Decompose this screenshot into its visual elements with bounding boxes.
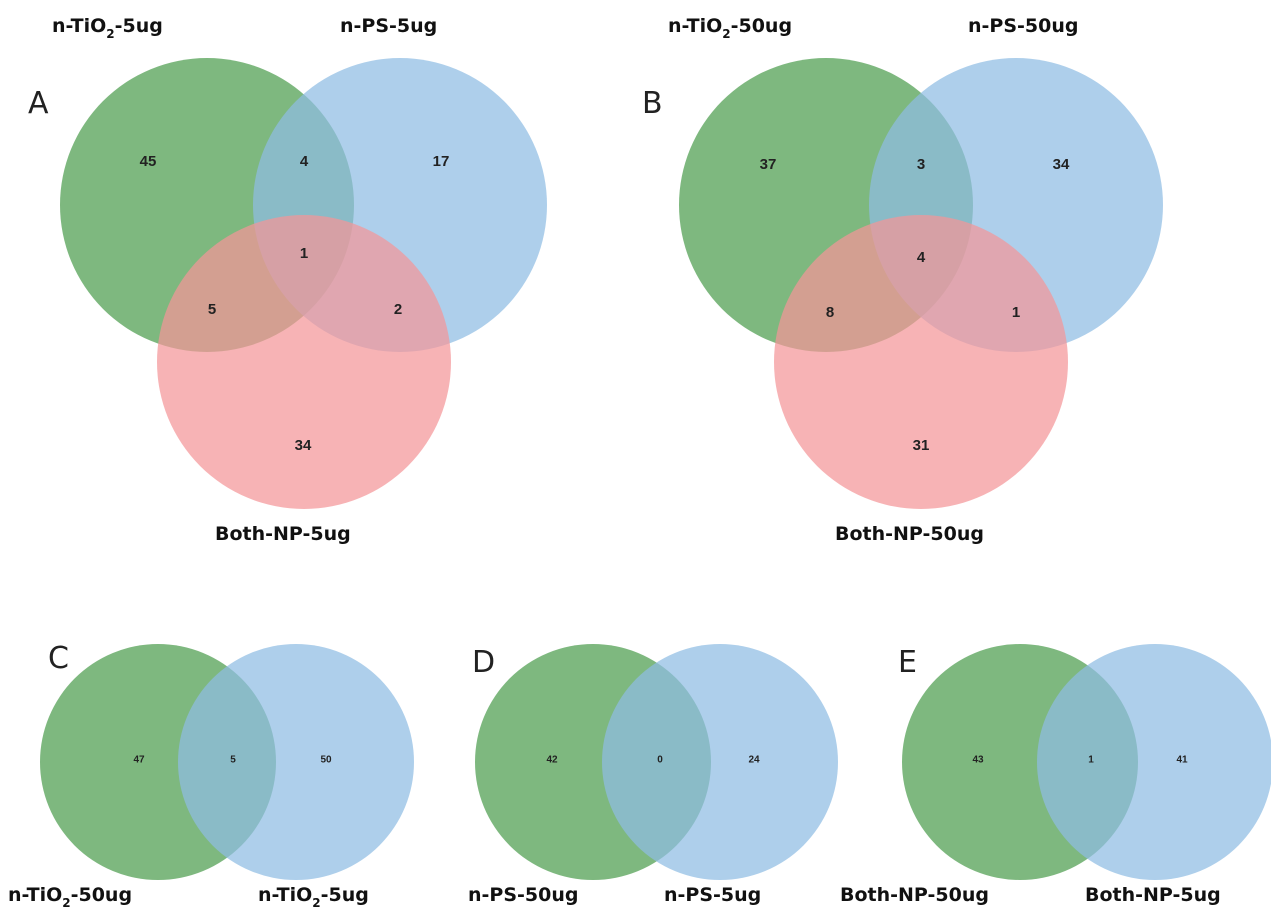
panel-a-count-both-only: 34: [295, 437, 312, 454]
panel-e-letter: E: [898, 645, 917, 680]
panel-a-count-tio2-ps: 4: [300, 153, 309, 170]
panel-a-circle-both: [157, 215, 451, 509]
panel-a-letter: A: [28, 86, 49, 121]
panel-b-circle-both: [774, 215, 1068, 509]
panel-d-count-right-only: 24: [748, 755, 760, 766]
panel-c-count-left-only: 47: [133, 755, 145, 766]
panel-a-count-all-three: 1: [300, 245, 308, 262]
panel-e-circle-right: [1037, 644, 1271, 880]
panel-e-count-overlap: 1: [1088, 755, 1094, 766]
panel-b-count-all-three: 4: [917, 249, 926, 266]
panel-d-letter: D: [472, 645, 495, 680]
panel-b-label-both: Both-NP-50ug: [835, 523, 984, 545]
panel-b-count-ps-both: 1: [1012, 304, 1020, 321]
panel-a-label-both: Both-NP-5ug: [215, 523, 351, 545]
panel-d-label-right: n-PS-5ug: [664, 884, 761, 906]
panel-c-label-left: n-TiO2-50ug: [8, 884, 132, 910]
panel-e-count-right-only: 41: [1176, 755, 1188, 766]
panel-b-count-both-only: 31: [913, 437, 930, 454]
panel-a-label-tio2: n-TiO2-5ug: [52, 15, 163, 41]
panel-c-count-right-only: 50: [320, 755, 332, 766]
panel-e-count-left-only: 43: [972, 755, 984, 766]
panel-b-count-ps-only: 34: [1053, 156, 1070, 173]
panel-c: C 47 5 50 n-TiO2-50ug n-TiO2-5ug: [8, 641, 414, 910]
panel-e: E 43 1 41 Both-NP-50ug Both-NP-5ug: [840, 644, 1271, 906]
panel-d-count-left-only: 42: [546, 755, 558, 766]
panel-a-count-tio2-only: 45: [140, 153, 157, 170]
panel-b-count-tio2-only: 37: [760, 156, 777, 173]
panel-b-count-tio2-both: 8: [826, 304, 834, 321]
panel-c-letter: C: [48, 641, 69, 676]
panel-c-circle-right: [178, 644, 414, 880]
panel-c-label-right: n-TiO2-5ug: [258, 884, 369, 910]
panel-e-label-right: Both-NP-5ug: [1085, 884, 1221, 906]
panel-a-count-ps-only: 17: [433, 153, 450, 170]
panel-a-label-ps: n-PS-5ug: [340, 15, 437, 37]
panel-e-label-left: Both-NP-50ug: [840, 884, 989, 906]
panel-d-count-overlap: 0: [657, 755, 663, 766]
panel-b-label-tio2: n-TiO2-50ug: [668, 15, 792, 41]
panel-a-count-ps-both: 2: [394, 301, 402, 318]
panel-d-label-left: n-PS-50ug: [468, 884, 578, 906]
panel-a-count-tio2-both: 5: [208, 301, 216, 318]
panel-d: D 42 0 24 n-PS-50ug n-PS-5ug: [468, 644, 838, 906]
panel-d-circle-right: [602, 644, 838, 880]
panel-c-count-overlap: 5: [230, 755, 236, 766]
panel-a: A 45 4 17 1 5 2 34 n-TiO2-5ug n-PS-5ug B…: [28, 15, 547, 545]
panel-b-letter: B: [642, 86, 663, 121]
panel-b-label-ps: n-PS-50ug: [968, 15, 1078, 37]
panel-b: B 37 3 34 4 8 1 31 n-TiO2-50ug n-PS-50ug…: [642, 15, 1163, 545]
panel-b-count-tio2-ps: 3: [917, 156, 925, 173]
